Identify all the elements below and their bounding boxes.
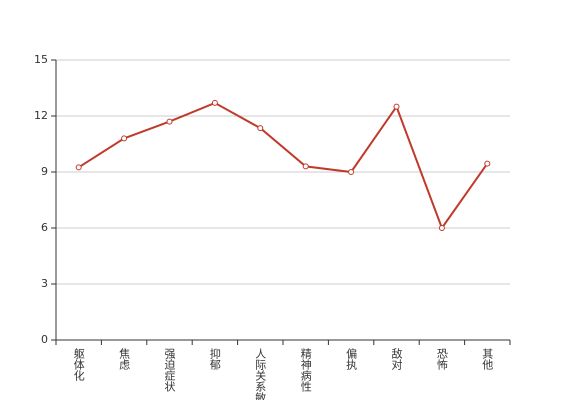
point <box>348 169 355 175</box>
point <box>438 225 445 231</box>
point <box>211 99 218 106</box>
y-tick-label: 0 <box>41 333 48 346</box>
x-tick-label: 抑郁 <box>208 347 221 370</box>
point <box>166 118 173 125</box>
x-tick-label: 精神病性 <box>299 348 312 393</box>
x-tick-label: 敌对 <box>390 347 403 370</box>
point <box>302 163 309 170</box>
line <box>78 101 489 231</box>
x-tick-label: 强迫症状 <box>163 348 176 392</box>
y-tick-label: 3 <box>41 277 48 290</box>
point <box>75 164 82 171</box>
point <box>393 103 400 110</box>
y-tick-label: 12 <box>34 109 48 122</box>
point <box>257 125 264 132</box>
x-tick-label: 人际关系敏感 <box>254 348 267 400</box>
x-tick-label: 焦虑 <box>118 348 131 370</box>
point <box>121 135 128 142</box>
x-tick-label: 其他 <box>481 348 494 370</box>
x-tick-label: 恐怖 <box>435 348 448 370</box>
y-tick-label: 6 <box>41 221 48 234</box>
point <box>484 160 491 167</box>
y-tick-label: 15 <box>34 53 48 66</box>
x-tick-label: 偏执 <box>345 347 358 371</box>
x-tick-label: 躯体化 <box>72 348 85 382</box>
y-tick-label: 9 <box>41 165 48 178</box>
